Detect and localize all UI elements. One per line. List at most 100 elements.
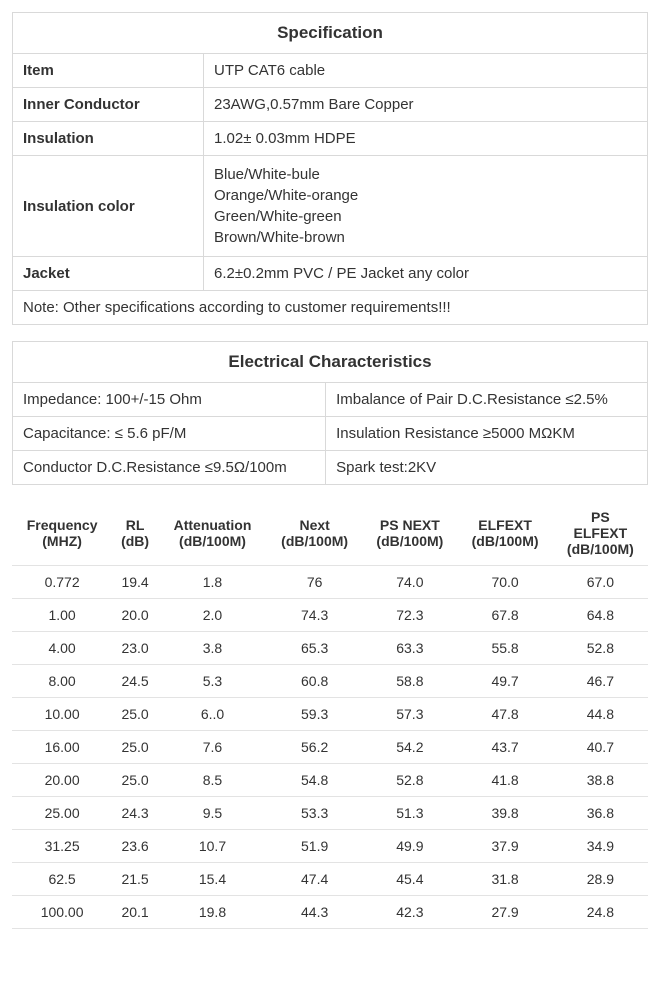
freq-cell: 44.8 (553, 698, 648, 731)
freq-cell: 20.00 (12, 764, 112, 797)
freq-header-line: PS NEXT (366, 517, 453, 533)
freq-cell: 74.3 (267, 599, 362, 632)
spec-note-row: Note: Other specifications according to … (13, 291, 648, 325)
freq-cell: 9.5 (158, 797, 267, 830)
freq-cell: 5.3 (158, 665, 267, 698)
freq-cell: 36.8 (553, 797, 648, 830)
freq-cell: 20.1 (112, 896, 158, 929)
freq-cell: 34.9 (553, 830, 648, 863)
freq-cell: 49.9 (362, 830, 457, 863)
freq-cell: 25.0 (112, 698, 158, 731)
freq-header-line: (dB/100M) (271, 533, 358, 549)
freq-cell: 0.772 (12, 566, 112, 599)
freq-cell: 7.6 (158, 731, 267, 764)
freq-cell: 49.7 (457, 665, 552, 698)
freq-cell: 52.8 (553, 632, 648, 665)
freq-header-line: (dB/100M) (162, 533, 263, 549)
freq-cell: 28.9 (553, 863, 648, 896)
elec-row: Capacitance: ≤ 5.6 pF/M Insulation Resis… (13, 417, 648, 451)
insulation-color-line: Blue/White-bule (214, 164, 637, 185)
freq-cell: 24.5 (112, 665, 158, 698)
elec-cell: Insulation Resistance ≥5000 MΩKM (326, 417, 648, 451)
freq-cell: 62.5 (12, 863, 112, 896)
freq-header-line: (dB/100M) (557, 541, 644, 557)
freq-header-cell: Attenuation(dB/100M) (158, 501, 267, 566)
freq-cell: 24.3 (112, 797, 158, 830)
freq-header-line: (dB) (116, 533, 154, 549)
freq-cell: 72.3 (362, 599, 457, 632)
freq-header-cell: Frequency(MHZ) (12, 501, 112, 566)
freq-cell: 42.3 (362, 896, 457, 929)
freq-row: 100.0020.119.844.342.327.924.8 (12, 896, 648, 929)
freq-header-line: RL (116, 517, 154, 533)
freq-cell: 10.7 (158, 830, 267, 863)
freq-cell: 58.8 (362, 665, 457, 698)
freq-cell: 16.00 (12, 731, 112, 764)
freq-row: 31.2523.610.751.949.937.934.9 (12, 830, 648, 863)
spec-value: 6.2±0.2mm PVC / PE Jacket any color (204, 257, 648, 291)
freq-header-cell: PS NEXT(dB/100M) (362, 501, 457, 566)
freq-cell: 23.6 (112, 830, 158, 863)
freq-cell: 1.00 (12, 599, 112, 632)
freq-cell: 6..0 (158, 698, 267, 731)
spec-row: Insulation 1.02± 0.03mm HDPE (13, 122, 648, 156)
freq-row: 20.0025.08.554.852.841.838.8 (12, 764, 648, 797)
freq-cell: 8.00 (12, 665, 112, 698)
freq-cell: 47.4 (267, 863, 362, 896)
freq-cell: 54.2 (362, 731, 457, 764)
elec-cell: Impedance: 100+/-15 Ohm (13, 383, 326, 417)
freq-row: 25.0024.39.553.351.339.836.8 (12, 797, 648, 830)
freq-header-cell: PSELFEXT(dB/100M) (553, 501, 648, 566)
spec-row: Inner Conductor 23AWG,0.57mm Bare Copper (13, 88, 648, 122)
freq-cell: 20.0 (112, 599, 158, 632)
freq-cell: 60.8 (267, 665, 362, 698)
freq-cell: 59.3 (267, 698, 362, 731)
specification-title: Specification (13, 13, 648, 54)
freq-row: 1.0020.02.074.372.367.864.8 (12, 599, 648, 632)
freq-cell: 1.8 (158, 566, 267, 599)
spec-row-insulation-color: Insulation color Blue/White-bule Orange/… (13, 156, 648, 257)
freq-cell: 27.9 (457, 896, 552, 929)
spec-row: Jacket 6.2±0.2mm PVC / PE Jacket any col… (13, 257, 648, 291)
spec-label: Jacket (13, 257, 204, 291)
freq-cell: 55.8 (457, 632, 552, 665)
insulation-color-line: Green/White-green (214, 206, 637, 227)
freq-cell: 46.7 (553, 665, 648, 698)
freq-cell: 67.0 (553, 566, 648, 599)
freq-row: 0.77219.41.87674.070.067.0 (12, 566, 648, 599)
freq-cell: 53.3 (267, 797, 362, 830)
freq-cell: 40.7 (553, 731, 648, 764)
freq-row: 16.0025.07.656.254.243.740.7 (12, 731, 648, 764)
freq-header-line: (MHZ) (16, 533, 108, 549)
freq-cell: 31.25 (12, 830, 112, 863)
freq-cell: 19.8 (158, 896, 267, 929)
freq-cell: 100.00 (12, 896, 112, 929)
freq-cell: 19.4 (112, 566, 158, 599)
freq-cell: 37.9 (457, 830, 552, 863)
electrical-title: Electrical Characteristics (13, 342, 648, 383)
elec-cell: Imbalance of Pair D.C.Resistance ≤2.5% (326, 383, 648, 417)
freq-cell: 25.0 (112, 764, 158, 797)
spec-value: 1.02± 0.03mm HDPE (204, 122, 648, 156)
freq-cell: 67.8 (457, 599, 552, 632)
freq-cell: 63.3 (362, 632, 457, 665)
freq-cell: 43.7 (457, 731, 552, 764)
electrical-characteristics-table: Electrical Characteristics Impedance: 10… (12, 341, 648, 485)
spec-value: UTP CAT6 cable (204, 54, 648, 88)
specification-table: Specification Item UTP CAT6 cable Inner … (12, 12, 648, 325)
freq-row: 10.0025.06..059.357.347.844.8 (12, 698, 648, 731)
freq-cell: 25.0 (112, 731, 158, 764)
freq-cell: 23.0 (112, 632, 158, 665)
freq-cell: 56.2 (267, 731, 362, 764)
freq-cell: 25.00 (12, 797, 112, 830)
freq-cell: 70.0 (457, 566, 552, 599)
freq-cell: 4.00 (12, 632, 112, 665)
freq-cell: 57.3 (362, 698, 457, 731)
freq-cell: 51.9 (267, 830, 362, 863)
freq-cell: 44.3 (267, 896, 362, 929)
freq-cell: 3.8 (158, 632, 267, 665)
freq-cell: 2.0 (158, 599, 267, 632)
freq-cell: 24.8 (553, 896, 648, 929)
freq-header-line: ELFEXT (461, 517, 548, 533)
freq-header-line: ELFEXT (557, 525, 644, 541)
